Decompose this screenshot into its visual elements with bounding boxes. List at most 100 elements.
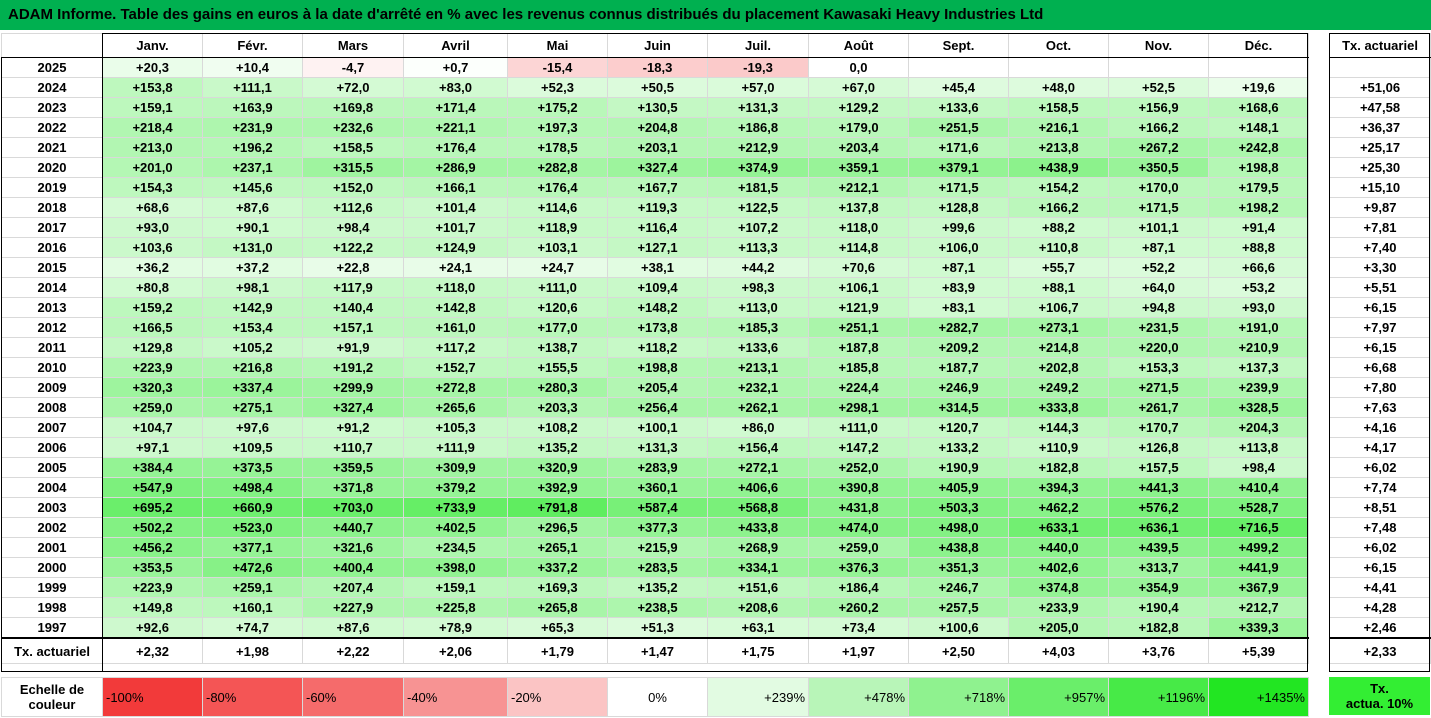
value-cell: +238,5 [607,597,708,618]
table-row: 2022 +218,4 +231,9 +232,6 +221,1 +197,3 +204,8… [1,117,1309,138]
value-cell: +45,4 [908,77,1009,98]
value-cell: +190,4 [1108,597,1209,618]
value-cell: +498,0 [908,517,1009,538]
value-cell: +127,1 [607,237,708,258]
value-cell: +327,4 [607,157,708,178]
rate-cell: +8,51 [1329,497,1431,518]
year-cell: 2010 [1,357,103,378]
side-row: +15,10 [1329,177,1431,198]
value-cell: +87,1 [908,257,1009,278]
value-cell: +251,1 [808,317,909,338]
value-cell: +201,0 [102,157,203,178]
value-cell: +0,7 [403,57,508,78]
value-cell: +144,3 [1008,417,1109,438]
value-cell: +140,4 [302,297,404,318]
value-cell: +440,0 [1008,537,1109,558]
value-cell: +265,1 [507,537,608,558]
value-cell: +170,7 [1108,417,1209,438]
rate-cell: +6,15 [1329,557,1431,578]
value-cell: +52,2 [1108,257,1209,278]
year-cell: 2007 [1,417,103,438]
value-cell: +156,9 [1108,97,1209,118]
value-cell: +212,9 [707,137,809,158]
footer-value: +5,39 [1208,637,1309,664]
side-row: +51,06 [1329,77,1431,98]
scale-step: -80% [202,677,303,717]
side-row: +6,15 [1329,297,1431,318]
year-cell: 2001 [1,537,103,558]
value-cell: +48,0 [1008,77,1109,98]
value-cell: +73,4 [808,617,909,639]
year-cell: 2013 [1,297,103,318]
value-cell: +203,4 [808,137,909,158]
rate-cell: +7,97 [1329,317,1431,338]
value-cell: +100,6 [908,617,1009,639]
month-header: Mars [302,33,404,58]
side-row: +9,87 [1329,197,1431,218]
month-header: Déc. [1208,33,1309,58]
value-cell: +169,3 [507,577,608,598]
value-cell: +116,4 [607,217,708,238]
value-cell: +392,9 [507,477,608,498]
side-row [1329,57,1431,78]
value-cell: +334,1 [707,557,809,578]
value-cell: +237,1 [202,157,303,178]
value-cell: +203,1 [607,137,708,158]
value-cell: +91,2 [302,417,404,438]
value-cell: +314,5 [908,397,1009,418]
value-cell: +232,1 [707,377,809,398]
value-cell: +406,6 [707,477,809,498]
value-cell: +213,0 [102,137,203,158]
value-cell: +208,6 [707,597,809,618]
value-cell: +327,4 [302,397,404,418]
scale-step: +718% [908,677,1009,717]
table-row: 2017 +93,0 +90,1 +98,4 +101,7 +118,9 +116,4 +10… [1,217,1309,238]
value-cell: +133,2 [908,437,1009,458]
value-cell: +142,9 [202,297,303,318]
table-row: 2001 +456,2 +377,1 +321,6 +234,5 +265,1 +215,9… [1,537,1309,558]
value-cell: +111,1 [202,77,303,98]
rate-cell: +6,02 [1329,457,1431,478]
value-cell: +374,9 [707,157,809,178]
rate-cell: +6,68 [1329,357,1431,378]
value-cell: +105,2 [202,337,303,358]
side-row: +7,80 [1329,377,1431,398]
value-cell [1208,57,1309,78]
value-cell: +87,1 [1108,237,1209,258]
value-cell: +282,7 [908,317,1009,338]
value-cell: +633,1 [1008,517,1109,538]
value-cell: +315,5 [302,157,404,178]
value-cell: +93,0 [102,217,203,238]
value-cell: +234,5 [403,537,508,558]
table-row: 2023 +159,1 +163,9 +169,8 +171,4 +175,2 +130,5… [1,97,1309,118]
scale-step: -20% [507,677,608,717]
year-cell: 2020 [1,157,103,178]
value-cell: +298,1 [808,397,909,418]
value-cell: +379,2 [403,477,508,498]
value-cell: +373,5 [202,457,303,478]
value-cell: +142,8 [403,297,508,318]
value-cell: +376,3 [808,557,909,578]
value-cell: +265,8 [507,597,608,618]
value-cell: +202,8 [1008,357,1109,378]
value-cell: +262,1 [707,397,809,418]
value-cell: +398,0 [403,557,508,578]
value-cell: +171,5 [908,177,1009,198]
value-cell: +178,5 [507,137,608,158]
value-cell: +83,0 [403,77,508,98]
value-cell: +126,8 [1108,437,1209,458]
side-row: +6,02 [1329,457,1431,478]
value-cell: +257,5 [908,597,1009,618]
value-cell: +103,1 [507,237,608,258]
rate-cell: +7,74 [1329,477,1431,498]
gains-table: Janv. Févr. Mars Avril Mai Juin Juil. Août Sept.… [1,33,1309,664]
value-cell: +36,2 [102,257,203,278]
value-cell: +111,0 [507,277,608,298]
value-cell: +268,9 [707,537,809,558]
month-header: Mai [507,33,608,58]
value-cell: +122,5 [707,197,809,218]
value-cell: +374,8 [1008,577,1109,598]
year-cell: 1999 [1,577,103,598]
value-cell: +98,3 [707,277,809,298]
value-cell: +103,6 [102,237,203,258]
